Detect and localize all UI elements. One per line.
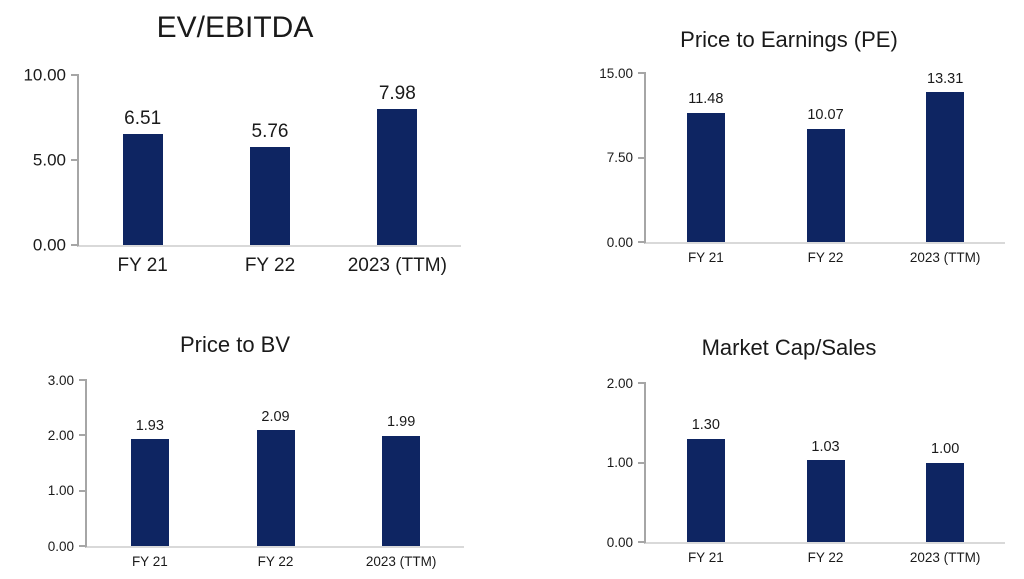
chart-ev-ebitda: EV/EBITDA 0.00 5.00 10.00 6.51 FY 21 5.76 FY 2… xyxy=(0,0,470,292)
bar xyxy=(122,134,163,245)
chart-price-to-bv: Price to BV 0.00 1.00 2.00 3.00 1.93 FY 21 2.0… xyxy=(0,300,470,579)
bar-value-label: 10.07 xyxy=(807,107,844,124)
y-axis-tick-label: 1.00 xyxy=(47,482,74,498)
bar-value-label: 1.99 xyxy=(387,414,416,431)
y-axis-tick-label: 10.00 xyxy=(23,65,66,85)
bar-value-label: 11.48 xyxy=(688,91,724,108)
y-axis-tick-label: 7.50 xyxy=(606,149,633,165)
plot-area: 0.00 5.00 10.00 6.51 FY 21 5.76 FY 22 7.98 2023 … xyxy=(23,67,461,275)
y-axis-tick-label: 0.00 xyxy=(47,538,74,554)
bar xyxy=(806,460,845,542)
y-axis-tick-mark xyxy=(638,72,646,74)
y-axis-tick-label: 0.00 xyxy=(606,234,633,250)
y-axis-tick-mark xyxy=(79,545,87,547)
y-axis-tick-mark xyxy=(79,379,87,381)
y-axis-tick-label: 5.00 xyxy=(32,150,66,170)
bar-value-label: 1.30 xyxy=(691,417,720,434)
y-axis-tick-label: 15.00 xyxy=(599,65,633,81)
y-axis-tick-mark xyxy=(638,461,646,464)
y-axis-tick-mark xyxy=(79,489,87,492)
bar-value-label: 7.98 xyxy=(378,83,416,105)
bar xyxy=(250,147,290,245)
x-axis-category-label: 2023 (TTM) xyxy=(347,255,447,276)
x-axis-category-label: FY 22 xyxy=(807,550,844,565)
plot-area: 0.00 7.50 15.00 11.48 FY 21 10.07 FY 22 13.31 20… xyxy=(599,66,1005,264)
y-axis-tick-label: 0.00 xyxy=(606,534,633,550)
y-axis-tick-mark xyxy=(71,159,79,161)
bar-value-label: 2.09 xyxy=(261,408,290,425)
bar-value-label: 1.93 xyxy=(135,417,164,434)
x-axis-category-label: FY 21 xyxy=(687,250,724,265)
chart-title: Market Cap/Sales xyxy=(701,335,877,360)
bar-value-label: 6.51 xyxy=(124,108,162,130)
bar xyxy=(377,109,418,245)
plot-area: 0.00 1.00 2.00 1.30 FY 21 1.03 FY 22 1.00 2023 (… xyxy=(607,376,1005,564)
bar xyxy=(686,112,725,242)
y-axis-tick-label: 2.00 xyxy=(47,427,74,443)
bar xyxy=(806,128,845,242)
y-axis-tick-mark xyxy=(638,541,646,543)
x-axis-category-label: FY 21 xyxy=(131,554,168,569)
x-axis-category-label: FY 22 xyxy=(257,554,294,569)
y-axis-tick-label: 0.00 xyxy=(32,235,66,255)
chart-market-cap-sales: Market Cap/Sales 0.00 1.00 2.00 1.30 FY 21 1.… xyxy=(554,300,1024,579)
bar-value-label: 5.76 xyxy=(251,121,289,143)
bar-value-label: 13.31 xyxy=(927,70,964,87)
x-axis-category-label: FY 22 xyxy=(244,255,296,276)
x-axis-category-label: FY 21 xyxy=(117,255,168,276)
bar xyxy=(382,435,421,546)
y-axis-tick-mark xyxy=(638,156,646,159)
y-axis-tick-mark xyxy=(71,74,79,76)
bar xyxy=(256,430,295,546)
bar xyxy=(130,439,169,546)
chart-price-to-earnings: Price to Earnings (PE) 0.00 7.50 15.00 11.4… xyxy=(554,0,1024,292)
x-axis-category-label: 2023 (TTM) xyxy=(909,550,981,565)
y-axis-tick-mark xyxy=(79,434,87,437)
y-axis-tick-label: 2.00 xyxy=(606,375,633,391)
y-axis-tick-mark xyxy=(71,244,79,246)
x-axis-category-label: 2023 (TTM) xyxy=(909,250,981,265)
y-axis-tick-label: 1.00 xyxy=(606,454,633,470)
chart-title: Price to BV xyxy=(179,332,291,357)
plot-area: 0.00 1.00 2.00 3.00 1.93 FY 21 2.09 FY 22 1.99 20… xyxy=(48,373,464,568)
x-axis-category-label: FY 22 xyxy=(807,250,844,265)
y-axis-tick-mark xyxy=(638,241,646,243)
chart-title: EV/EBITDA xyxy=(156,11,314,44)
x-axis-category-label: FY 21 xyxy=(687,550,724,565)
y-axis-tick-label: 3.00 xyxy=(47,372,74,388)
bar xyxy=(686,438,725,542)
bar-value-label: 1.03 xyxy=(811,438,840,455)
bar-value-label: 1.00 xyxy=(931,441,960,457)
x-axis-category-label: 2023 (TTM) xyxy=(365,554,437,569)
y-axis-tick-mark xyxy=(638,382,646,384)
chart-title: Price to Earnings (PE) xyxy=(680,27,898,52)
bar xyxy=(926,92,965,242)
bar xyxy=(926,462,965,542)
